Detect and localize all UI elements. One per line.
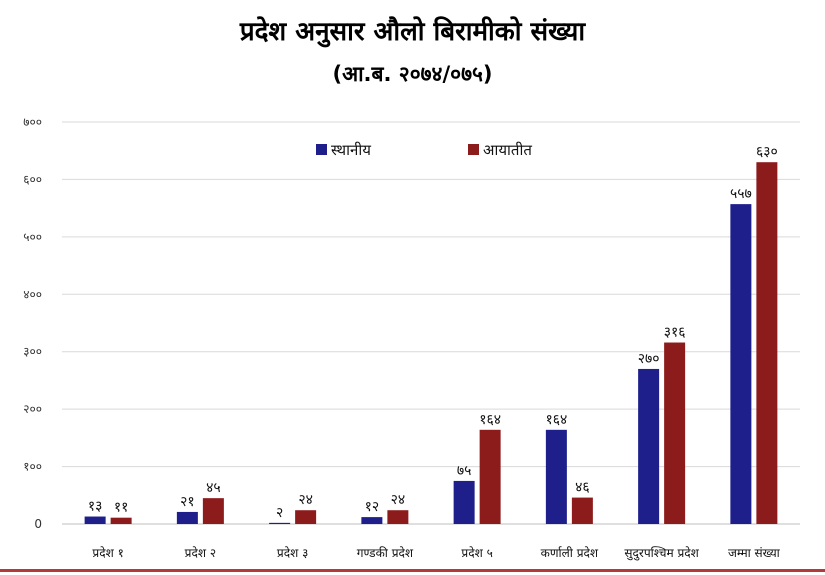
data-label: २ (276, 505, 283, 521)
x-tick-label: जम्मा संख्या (728, 546, 781, 560)
legend-swatch (468, 144, 479, 155)
data-label: १६४ (479, 412, 501, 428)
y-tick-label: ३०० (23, 345, 42, 359)
legend-swatch (316, 144, 327, 155)
legend-label: आयातीत (483, 141, 532, 159)
bar (361, 517, 383, 524)
bar (638, 368, 660, 524)
data-label: २७० (638, 351, 660, 367)
data-label: ६३० (756, 144, 778, 160)
data-label: १६४ (545, 412, 567, 428)
data-label: १२ (365, 499, 380, 515)
data-label: ३१६ (664, 325, 686, 341)
bar (571, 497, 593, 524)
chart-subtitle: (आ.ब. २०७४/०७५) (332, 62, 493, 86)
bar (756, 162, 778, 524)
y-tick-label: ५०० (23, 230, 42, 244)
data-label: २४ (298, 492, 313, 508)
y-tick-label: ४०० (23, 287, 42, 301)
bar (479, 429, 501, 524)
data-label: २४ (391, 492, 406, 508)
x-tick-label: सुदुरपश्चिम प्रदेश (624, 546, 699, 561)
x-tick-label: प्रदेश २ (185, 546, 216, 560)
data-label: ४५ (206, 480, 221, 496)
y-tick-label: १०० (23, 460, 42, 474)
bar (387, 510, 409, 524)
data-label: ११ (114, 500, 129, 516)
y-tick-label: ७०० (23, 115, 42, 129)
bar (545, 429, 567, 524)
data-label: १३ (88, 499, 103, 515)
data-label: २१ (180, 494, 195, 510)
bar (84, 516, 106, 524)
bar (730, 204, 752, 524)
y-tick-label: 0 (34, 517, 42, 531)
bottom-border-line (0, 569, 825, 572)
x-tick-label: प्रदेश १ (92, 546, 123, 560)
y-tick-label: ६०० (23, 172, 42, 186)
data-label: ५५७ (730, 186, 752, 202)
data-label: ४६ (575, 480, 590, 496)
chart-title: प्रदेश अनुसार औलो बिरामीको संख्या (239, 17, 586, 47)
x-tick-label: गण्डकी प्रदेश (357, 546, 414, 560)
x-tick-label: कर्णाली प्रदेश (541, 546, 599, 560)
bar (202, 498, 224, 524)
bar (453, 480, 475, 524)
x-tick-label: प्रदेश ५ (461, 546, 492, 560)
y-tick-label: २०० (23, 402, 42, 416)
bar (295, 510, 317, 524)
bar (176, 511, 198, 524)
data-label: ७५ (457, 463, 472, 479)
bar (110, 517, 132, 524)
bar (269, 522, 291, 524)
bar (664, 342, 686, 524)
x-tick-label: प्रदेश ३ (277, 546, 308, 560)
legend-label: स्थानीय (331, 141, 371, 159)
